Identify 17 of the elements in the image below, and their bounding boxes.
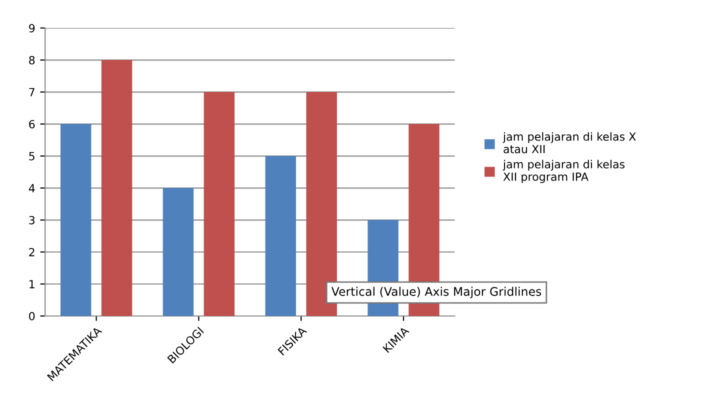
y-tick-label: 1	[30, 280, 34, 288]
y-tick-label: 3	[29, 216, 35, 224]
y-tick-label: 7	[29, 88, 34, 96]
y-tick-label: 6	[29, 120, 35, 128]
y-tick-label: 4	[28, 184, 35, 192]
bar	[265, 156, 296, 316]
bar	[204, 92, 235, 316]
annotation: Vertical (Value) Axis Major Gridlines	[331, 286, 542, 298]
bar	[162, 188, 194, 316]
y-tick-label: 2	[29, 248, 34, 256]
bar	[101, 60, 132, 316]
y-tick-label: 0	[29, 312, 35, 320]
y-tick-label: 9	[29, 24, 35, 32]
legend-label: jam pelajaran di kelas XII program IPA	[502, 160, 625, 184]
y-tick-label: 5	[29, 152, 34, 160]
bar	[60, 124, 92, 316]
y-tick-label: 8	[29, 56, 35, 64]
